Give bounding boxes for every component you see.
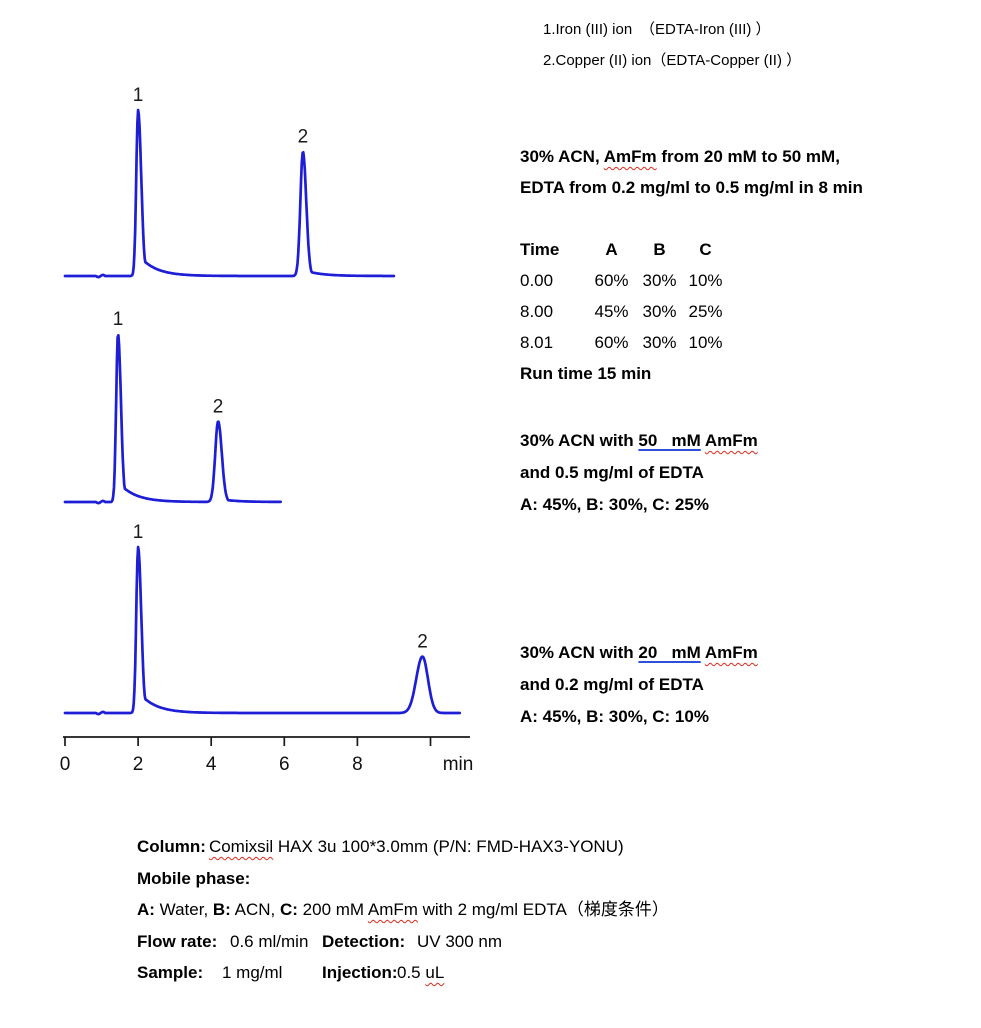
spellcheck-word: uL	[425, 963, 445, 982]
condition-50mM-text: 30% ACN with 50 mM AmFm and 0.5 mg/ml of…	[520, 425, 758, 521]
cell-c: 25%	[688, 302, 723, 321]
condition-50mM-line1: 30% ACN with 50 mM AmFm	[520, 425, 758, 457]
chromatogram-trace-2	[63, 333, 282, 505]
phase-c-value: with 2 mg/ml EDTA（梯度条件）	[417, 900, 669, 919]
chromatogram-plot: 1 2 1 2 1 2 0 2 4 6 8 min	[60, 85, 474, 775]
x-axis-tick-label: 2	[133, 754, 144, 775]
run-time-note: Run time 15 min	[520, 364, 652, 383]
detection-value: UV 300 nm	[417, 931, 503, 951]
gradient-table-header: Time A B C	[520, 234, 730, 265]
x-axis-tick-label: 8	[352, 754, 363, 775]
condition-gradient-line1: 30% ACN, AmFm from 20 mM to 50 mM,	[520, 141, 863, 172]
table-row: 8.00 45% 30% 25%	[520, 296, 730, 327]
peak-label-1: 1	[133, 85, 144, 106]
column-value: HAX 3u 100*3.0mm (P/N: FMD-HAX3-YONU)	[273, 837, 624, 856]
cell-time: 8.01	[520, 333, 554, 352]
spellcheck-word: Comixsil	[208, 837, 274, 856]
phase-b-value: ACN,	[230, 900, 280, 919]
sample-value: 1 mg/ml	[222, 963, 283, 982]
flow-rate-label: Flow rate:	[137, 931, 218, 951]
table-row: 8.01 60% 30% 10%	[520, 327, 730, 358]
mobile-phase-line: A: Water, B: ACN, C: 200 mM AmFm with 2 …	[137, 894, 669, 926]
peak-label-2: 2	[213, 396, 224, 417]
flow-rate-value: 0.6 ml/min	[230, 931, 309, 951]
chromatogram-trace-1	[63, 108, 396, 279]
x-axis-tick-label: 4	[206, 754, 217, 775]
legend-complex-2: （EDTA-Copper (II) ）	[651, 52, 802, 69]
legend-analyte-1: 1.Iron (III) ion	[543, 21, 633, 38]
peak-legend: 1.Iron (III) ion （EDTA-Iron (III) ） 2.Co…	[543, 14, 801, 76]
legend-item-iron: 1.Iron (III) ion （EDTA-Iron (III) ）	[543, 14, 801, 45]
column-line: Column: Comixsil HAX 3u 100*3.0mm (P/N: F…	[137, 831, 669, 863]
injection-label: Injection:	[322, 963, 398, 982]
legend-analyte-2: 2.Copper (II) ion	[543, 52, 652, 69]
condition-gradient-text: 30% ACN, AmFm from 20 mM to 50 mM, EDTA …	[520, 141, 863, 203]
col-header-c: C	[699, 240, 712, 259]
peak-label-1: 1	[113, 309, 124, 330]
gradient-table: Time A B C 0.00 60% 30% 10% 8.00 45% 30%…	[520, 234, 730, 389]
col-header-time: Time	[520, 240, 560, 259]
text-run: 30% ACN with	[520, 643, 639, 662]
phase-b-label: B:	[212, 900, 231, 919]
phase-a-label: A:	[137, 900, 155, 919]
cell-c: 10%	[688, 271, 723, 290]
cell-b: 30%	[642, 333, 677, 352]
spellcheck-word: AmFm	[367, 900, 418, 919]
phase-a-value: Water,	[154, 900, 213, 919]
sample-injection-line: Sample: 1 mg/ml Injection: 0.5 uL	[137, 957, 669, 989]
cell-b: 30%	[642, 302, 677, 321]
text-run: 0.5	[397, 963, 426, 982]
cell-time: 8.00	[520, 302, 554, 321]
grammar-underlined-text: 20 mM	[638, 643, 701, 662]
text-run: 30% ACN,	[520, 147, 604, 166]
condition-gradient-line2: EDTA from 0.2 mg/ml to 0.5 mg/ml in 8 mi…	[520, 178, 863, 197]
legend-item-copper: 2.Copper (II) ion （EDTA-Copper (II) ）	[543, 45, 801, 76]
column-label: Column:	[137, 837, 206, 856]
condition-20mM-text: 30% ACN with 20 mM AmFm and 0.2 mg/ml of…	[520, 637, 758, 733]
text-run: 30% ACN with	[520, 431, 639, 450]
condition-20mM-line1: 30% ACN with 20 mM AmFm	[520, 637, 758, 669]
condition-50mM-line2: and 0.5 mg/ml of EDTA	[520, 463, 704, 482]
chromatogram-trace-3	[63, 545, 462, 716]
spellcheck-word: AmFm	[704, 643, 758, 662]
condition-50mM-line3: A: 45%, B: 30%, C: 25%	[520, 495, 709, 514]
phase-c-label: C:	[279, 900, 298, 919]
peak-label-2: 2	[298, 127, 309, 148]
grammar-underlined-text: 50 mM	[638, 431, 701, 450]
cell-b: 30%	[642, 271, 677, 290]
mobile-phase-label: Mobile phase:	[137, 868, 251, 888]
condition-20mM-line2: and 0.2 mg/ml of EDTA	[520, 675, 704, 694]
legend-complex-1: （EDTA-Iron (III) ）	[640, 21, 771, 38]
cell-c: 10%	[688, 333, 723, 352]
flow-detection-line: Flow rate: 0.6 ml/min Detection: UV 300 …	[137, 926, 669, 958]
spellcheck-word: AmFm	[603, 147, 657, 166]
col-header-b: B	[653, 240, 666, 259]
method-info-block: Column: Comixsil HAX 3u 100*3.0mm (P/N: F…	[137, 831, 669, 989]
x-axis-tick-label: 6	[279, 754, 290, 775]
injection-value: 0.5 uL	[397, 957, 669, 989]
peak-label-2: 2	[417, 632, 428, 653]
cell-time: 0.00	[520, 271, 554, 290]
peak-label-1: 1	[133, 522, 144, 543]
cell-a: 60%	[594, 333, 629, 352]
x-axis-unit-label: min	[443, 754, 474, 775]
condition-20mM-line3: A: 45%, B: 30%, C: 10%	[520, 707, 709, 726]
detection-label: Detection:	[322, 931, 406, 951]
table-row: 0.00 60% 30% 10%	[520, 265, 730, 296]
cell-a: 60%	[594, 271, 629, 290]
x-axis-tick-label: 0	[60, 754, 71, 775]
spellcheck-word: AmFm	[704, 431, 758, 450]
phase-c-value: 200 mM	[297, 900, 368, 919]
sample-label: Sample:	[137, 963, 204, 982]
text-run: from 20 mM to 50 mM,	[656, 147, 840, 166]
cell-a: 45%	[594, 302, 629, 321]
col-header-a: A	[605, 240, 618, 259]
